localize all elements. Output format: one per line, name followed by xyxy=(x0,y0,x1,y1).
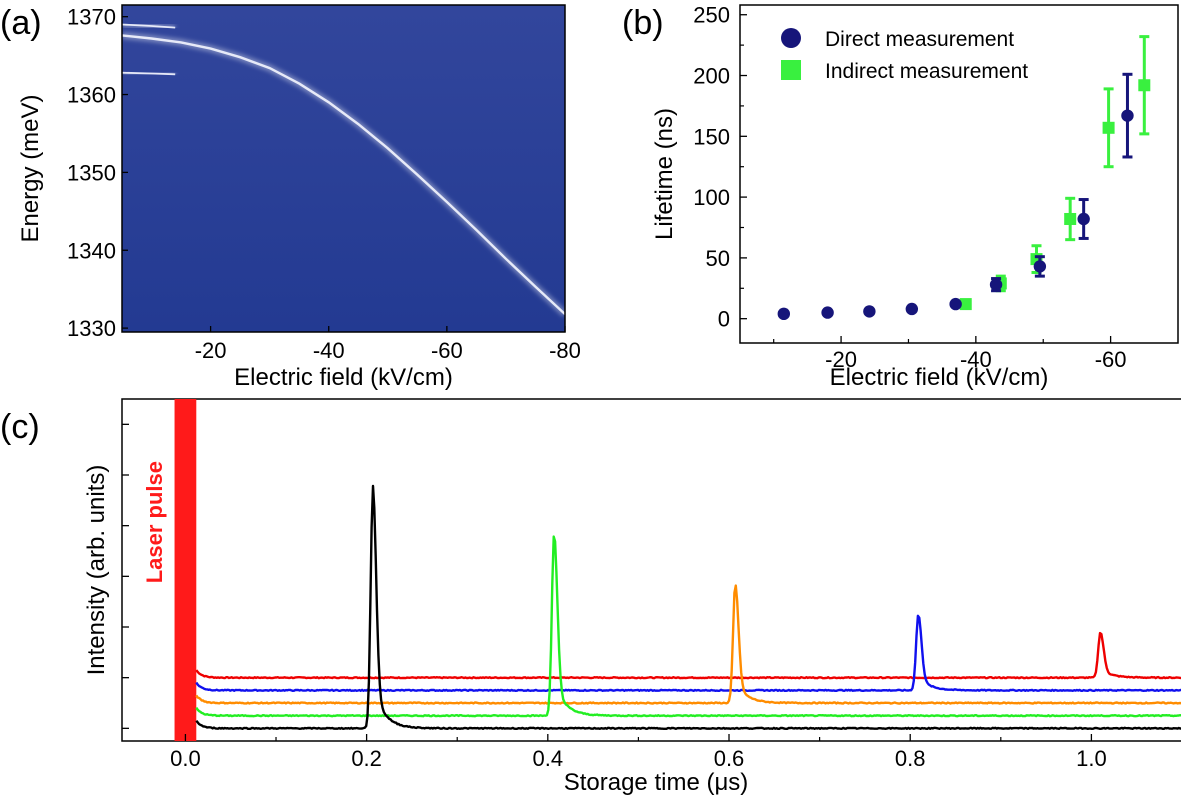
y-tick-label: 200 xyxy=(693,64,730,89)
intensity-trace xyxy=(195,484,1181,730)
panel-c-frame xyxy=(121,398,1181,742)
intensity-trace xyxy=(195,631,1181,680)
data-point-indirect xyxy=(1138,79,1151,92)
panel-a-xlabel: Electric field (kV/cm) xyxy=(234,364,453,391)
y-tick-label: 0 xyxy=(718,307,730,332)
y-tick-label: 150 xyxy=(693,124,730,149)
y-tick-label: 100 xyxy=(693,185,730,210)
intensity-trace xyxy=(195,614,1181,692)
panel-b-xlabel: Electric field (kV/cm) xyxy=(830,364,1049,391)
y-tick-label: 1350 xyxy=(67,160,116,185)
x-tick-label: 0.0 xyxy=(170,746,201,771)
x-tick-label: -40 xyxy=(313,338,345,363)
legend-label: Indirect measurement xyxy=(825,60,1028,83)
x-tick-label: -20 xyxy=(195,338,227,363)
legend-label: Direct measurement xyxy=(825,28,1014,51)
data-point-direct xyxy=(821,306,834,319)
y-tick-label: 50 xyxy=(706,246,730,271)
panel-b-scatter: -20 -40 -60 0 50 100 150 200 250 Direct measurem… xyxy=(651,3,1179,391)
x-tick-label: -20 xyxy=(825,347,857,372)
x-tick-label: 0.6 xyxy=(714,746,745,771)
panel-c-traces: Laser pulse 0.0 0.2 0.4 0.6 0.8 1.0 Storage t… xyxy=(83,398,1181,796)
legend-marker-direct xyxy=(781,28,801,48)
data-point-direct xyxy=(863,305,876,318)
panel-b-ylabel: Lifetime (ns) xyxy=(651,108,678,240)
data-point-direct xyxy=(777,307,790,321)
laser-pulse-label: Laser pulse xyxy=(142,461,167,583)
legend-marker-indirect xyxy=(781,60,801,80)
heatmap-background xyxy=(122,5,565,332)
laser-pulse-bar xyxy=(174,399,197,741)
data-point-direct xyxy=(905,302,919,316)
data-point-direct xyxy=(1077,212,1090,226)
x-tick-label: -60 xyxy=(1095,347,1127,372)
x-tick-label: -60 xyxy=(431,338,463,363)
panel-a-ylabel: Energy (meV) xyxy=(17,94,44,242)
data-point-direct xyxy=(949,297,962,311)
heatmap-line xyxy=(122,23,176,29)
data-point-direct xyxy=(1121,109,1134,122)
data-point-direct xyxy=(989,278,1003,291)
data-point-indirect xyxy=(1064,212,1077,225)
panel-c-xlabel: Storage time (μs) xyxy=(564,769,749,796)
panel-c-ylabel: Intensity (arb. units) xyxy=(83,465,110,676)
panel-b-frame xyxy=(739,4,1179,344)
x-tick-label: -80 xyxy=(549,338,581,363)
heatmap-line xyxy=(122,71,176,76)
panel-b-legend: Direct measurement Indirect measurement xyxy=(781,28,1028,83)
y-tick-label: 250 xyxy=(693,3,730,28)
y-tick-label: 1370 xyxy=(67,5,116,30)
data-point-direct xyxy=(1033,260,1047,273)
y-tick-label: 1330 xyxy=(67,316,116,341)
data-point-indirect xyxy=(1102,121,1115,134)
intensity-trace xyxy=(195,535,1181,718)
panel-c-letter: (c) xyxy=(0,408,40,446)
heatmap-line xyxy=(122,34,565,315)
x-tick-label: 0.4 xyxy=(533,746,564,771)
panel-b-letter: (b) xyxy=(622,4,664,42)
data-point-indirect xyxy=(959,298,972,311)
y-tick-label: 1340 xyxy=(67,238,116,263)
panel-a-frame xyxy=(121,4,566,333)
intensity-trace xyxy=(195,584,1181,705)
panel-a-letter: (a) xyxy=(0,4,42,42)
x-tick-label: 0.8 xyxy=(895,746,926,771)
x-tick-label: -40 xyxy=(960,347,992,372)
x-tick-label: 0.2 xyxy=(351,746,382,771)
panel-a-heatmap: -20 -40 -60 -80 1330 1340 1350 1360 1370 Electri… xyxy=(17,4,581,391)
x-tick-label: 1.0 xyxy=(1076,746,1107,771)
y-tick-label: 1360 xyxy=(67,83,116,108)
